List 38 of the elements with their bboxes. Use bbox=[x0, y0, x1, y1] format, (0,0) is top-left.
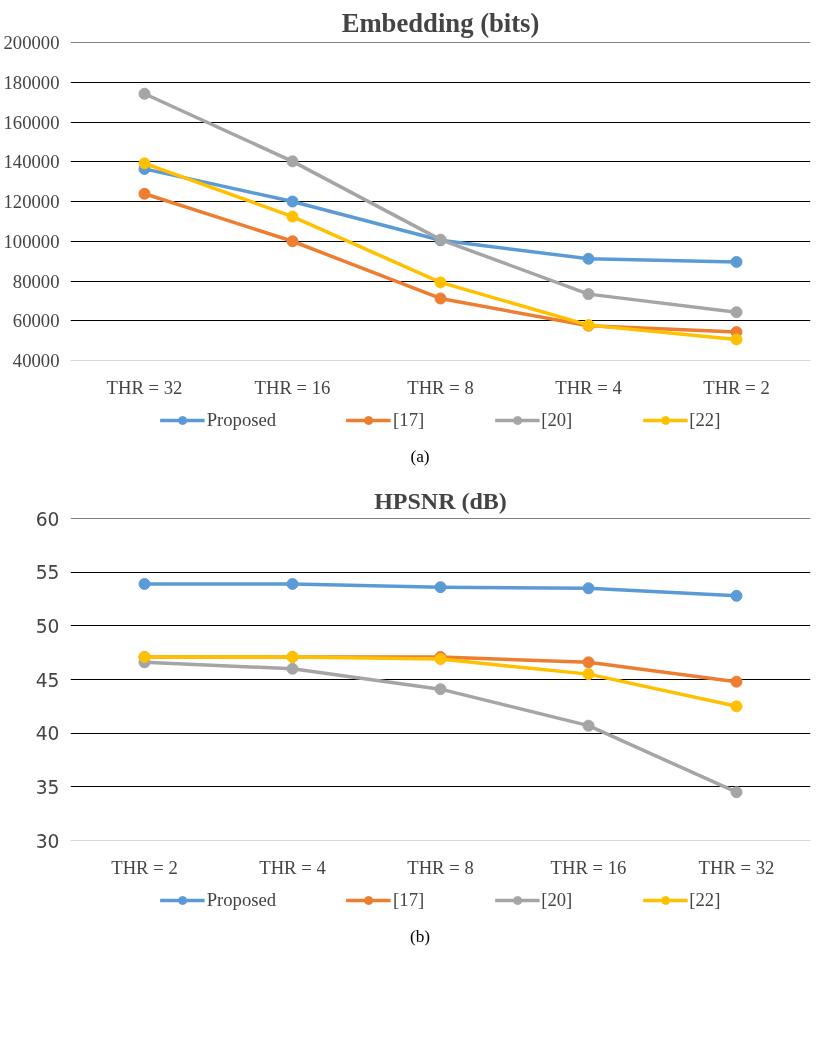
y-tick-label: 40000 bbox=[12, 350, 60, 371]
y-tick-label: 140000 bbox=[3, 151, 60, 173]
x-tick-label: THR = 4 bbox=[259, 856, 327, 878]
y-tick-label: 80000 bbox=[12, 270, 60, 292]
x-tick-label: THR = 32 bbox=[106, 376, 183, 398]
y-tick-label: 45 bbox=[35, 669, 60, 691]
text: (a) bbox=[410, 446, 430, 468]
legend-label: [17] bbox=[393, 409, 425, 431]
x-tick-label: THR = 8 bbox=[407, 376, 474, 398]
y-tick-label: 40 bbox=[35, 723, 60, 745]
x-tick-label: THR = 32 bbox=[698, 856, 775, 878]
chart-title: Embedding (bits) bbox=[341, 7, 540, 38]
x-tick-label: THR = 16 bbox=[550, 856, 627, 878]
y-tick-label: 50 bbox=[35, 615, 60, 637]
legend-label: [22] bbox=[689, 409, 721, 431]
y-tick-label: 160000 bbox=[3, 111, 60, 133]
y-tick-label: 200000 bbox=[3, 32, 60, 53]
legend-label: [22] bbox=[689, 889, 721, 911]
legend-label: [17] bbox=[393, 889, 425, 911]
y-tick-label: 60000 bbox=[12, 310, 60, 332]
legend-label: [20] bbox=[541, 889, 573, 911]
legend-label: [20] bbox=[541, 409, 573, 431]
legend-label: Proposed bbox=[206, 889, 277, 911]
y-tick-label: 120000 bbox=[3, 191, 60, 212]
y-tick-label: 35 bbox=[35, 776, 60, 798]
x-tick-label: THR = 16 bbox=[254, 376, 331, 398]
text: (b) bbox=[409, 926, 431, 948]
y-tick-label: 180000 bbox=[3, 71, 60, 93]
y-tick-label: 55 bbox=[35, 562, 60, 584]
legend-label: Proposed bbox=[206, 409, 277, 431]
x-tick-label: THR = 2 bbox=[111, 856, 178, 878]
x-tick-label: THR = 4 bbox=[555, 376, 623, 398]
x-tick-label: THR = 8 bbox=[407, 856, 474, 878]
y-tick-label: 60 bbox=[35, 508, 60, 530]
y-tick-label: 100000 bbox=[3, 230, 60, 252]
x-tick-label: THR = 2 bbox=[703, 376, 770, 398]
chart-title: HPSNR (dB) bbox=[374, 487, 507, 514]
y-tick-label: 30 bbox=[35, 830, 60, 852]
